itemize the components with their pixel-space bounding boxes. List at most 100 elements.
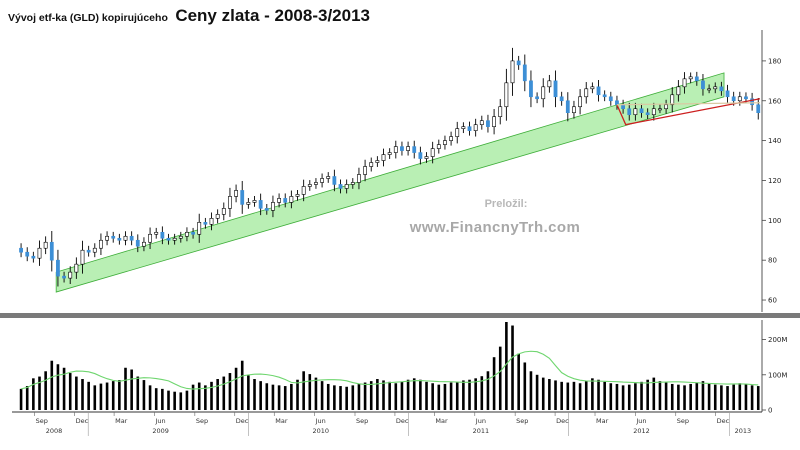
volume-bar [154,388,158,410]
volume-bar [437,384,441,410]
volume-bar [394,383,398,410]
volume-bar [382,380,385,410]
candle [522,54,527,92]
candle [694,71,699,86]
candle [209,212,214,231]
volume-bar [492,357,496,410]
candle [719,81,724,96]
ascending-channel [55,72,725,293]
candle [215,209,220,224]
candle [258,193,263,216]
volume-bar [664,382,668,410]
candle [148,227,152,250]
watermark-label: Preložil: [485,198,528,210]
volume-bar [627,384,631,410]
candle [19,243,23,258]
volume-bar [621,385,625,410]
price-tick-label: 160 [768,97,781,105]
candle [135,234,140,253]
candle [289,190,294,209]
volume-bar [529,371,533,410]
candle [578,89,582,115]
volume-bar [19,388,23,410]
volume-tick-label: 200M [768,336,787,344]
candle [43,236,48,255]
volume-bar [400,381,404,410]
candle [264,203,269,215]
candle [240,180,245,214]
candle [301,179,306,202]
candle [191,227,195,239]
volume-bar [523,362,527,410]
volume-bar [535,374,539,410]
volume-moving-average [20,350,759,390]
volume-bar [505,322,508,410]
volume-bar [713,384,717,410]
chart-title: Vývoj etf-ka (GLD) kopirujúceho Ceny zla… [8,6,370,32]
candle [590,82,595,94]
volume-bar [290,383,293,410]
volume-bar [333,385,336,410]
volume-bar [566,382,570,410]
candle [688,72,693,84]
candle [651,102,656,121]
volume-bar [578,383,582,410]
volume-bar [677,384,680,410]
volume-bar [726,386,729,410]
candle [338,179,343,194]
volume-bar [670,383,674,410]
volume-bar [210,381,213,410]
volume-bar [683,385,686,410]
candle [160,226,165,245]
month-tick-label: Dec [556,417,569,425]
candle [277,193,281,208]
candle [400,141,404,156]
price-tick-label: 180 [768,57,781,65]
candle [750,92,755,111]
candle [62,271,66,283]
candle [234,184,238,203]
year-tick-label: 2010 [312,427,329,435]
year-tick-label: 2009 [152,427,169,435]
candle [172,233,177,245]
volume-bar [486,371,490,410]
volume-bars-layer [19,322,760,410]
candle [461,122,466,134]
volume-bar [425,381,428,410]
volume-bar [81,379,84,410]
volume-bar [44,371,47,410]
volume-bar [161,388,164,410]
volume-bar [204,385,207,410]
candle [449,131,453,146]
volume-bar [554,380,557,410]
candle [129,231,134,246]
volume-bar [191,384,195,410]
volume-bar [707,383,711,410]
volume-bar [541,377,545,410]
volume-bar [216,379,219,410]
candle [320,173,324,188]
candle [645,108,650,120]
volume-bar [302,371,305,410]
month-tick-label: Dec [76,417,89,425]
volume-bar [283,386,287,410]
price-tick-label: 120 [768,177,781,185]
price-tick-label: 80 [768,257,777,265]
candle [381,148,386,167]
candle [412,140,417,159]
volume-bar [68,373,72,410]
volume-bar [738,383,742,410]
volume-bar [265,383,269,410]
month-tick-label: Jun [154,417,165,425]
candle [701,74,705,96]
volume-bar [695,382,699,410]
candle [424,152,429,163]
candle [615,95,619,110]
volume-bar [173,391,176,410]
candle [142,237,146,252]
volume-bar [320,381,324,410]
volume-bar [93,385,97,410]
volume-bar [591,378,594,410]
month-tick-label: Sep [677,417,689,425]
candle [473,118,478,137]
